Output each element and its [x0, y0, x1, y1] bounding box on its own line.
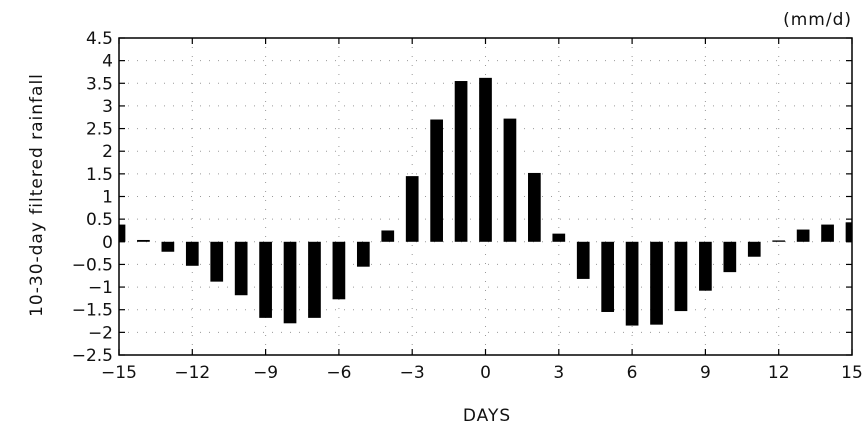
bar [210, 241, 224, 282]
y-tick-label: 3.5 [86, 74, 113, 94]
bars [119, 77, 852, 326]
x-axis-title: DAYS [463, 406, 511, 426]
y-tick-label: 0 [102, 233, 113, 253]
bar [503, 118, 517, 242]
x-tick-label: −12 [174, 363, 210, 383]
x-tick-labels: −15 −12 −9 −6 −3 0 3 6 9 12 15 [101, 363, 863, 383]
x-tick-label: 6 [627, 363, 638, 383]
x-tick-label: 3 [553, 363, 564, 383]
x-tick-label: −3 [400, 363, 425, 383]
bar [699, 241, 712, 291]
bar [381, 230, 395, 242]
y-tick-label: 4 [102, 52, 113, 72]
bar [625, 241, 639, 326]
bar [772, 240, 786, 242]
y-tick-label: 4.5 [86, 29, 113, 49]
y-tick-label: 1 [102, 188, 113, 208]
y-tick-label: −2.5 [72, 346, 113, 366]
y-tick-label: −1.5 [72, 301, 113, 321]
y-axis-title: 10-30-day filtered rainfall [27, 73, 47, 317]
bar [845, 222, 852, 242]
y-tick-label: −1 [88, 278, 113, 298]
bar [796, 229, 810, 242]
x-tick-label: 15 [841, 363, 863, 383]
bar [601, 241, 615, 312]
y-tick-label: 2 [102, 142, 113, 162]
y-tick-label: −2 [88, 323, 113, 343]
y-tick-labels: −2.5 −2−1.5 −1 −0.50 0.51 1.5 22.5 3 3.54 4.5 [72, 29, 113, 366]
x-tick-label: 12 [768, 363, 790, 383]
x-tick-label: −15 [101, 363, 137, 383]
units-label: (mm/d) [783, 10, 852, 30]
bar [356, 241, 370, 267]
y-tick-label: 1.5 [86, 165, 113, 185]
bar [576, 241, 590, 279]
y-tick-label: −0.5 [72, 255, 113, 275]
bar [405, 176, 419, 242]
x-tick-label: 0 [480, 363, 491, 383]
tick-marks [118, 37, 853, 356]
bar [747, 241, 761, 257]
bar [185, 241, 199, 266]
bar [119, 224, 126, 242]
bar [552, 233, 566, 242]
x-tick-label: 9 [700, 363, 711, 383]
bar [479, 77, 492, 242]
bar [650, 241, 663, 325]
bar [332, 241, 346, 300]
bar [821, 224, 834, 242]
x-tick-label: −9 [253, 363, 278, 383]
y-tick-label: 2.5 [86, 120, 113, 140]
bar [161, 241, 175, 252]
bar [137, 239, 150, 242]
y-tick-label: 0.5 [86, 210, 113, 230]
bar [528, 172, 541, 242]
bar [308, 241, 321, 318]
bar [259, 241, 272, 318]
bar [430, 119, 443, 242]
x-tick-label: −6 [326, 363, 351, 383]
bar [234, 241, 248, 296]
bar [674, 241, 688, 312]
bar [723, 241, 737, 273]
bar [454, 81, 468, 242]
y-tick-label: 3 [102, 97, 113, 117]
bar [283, 241, 297, 324]
